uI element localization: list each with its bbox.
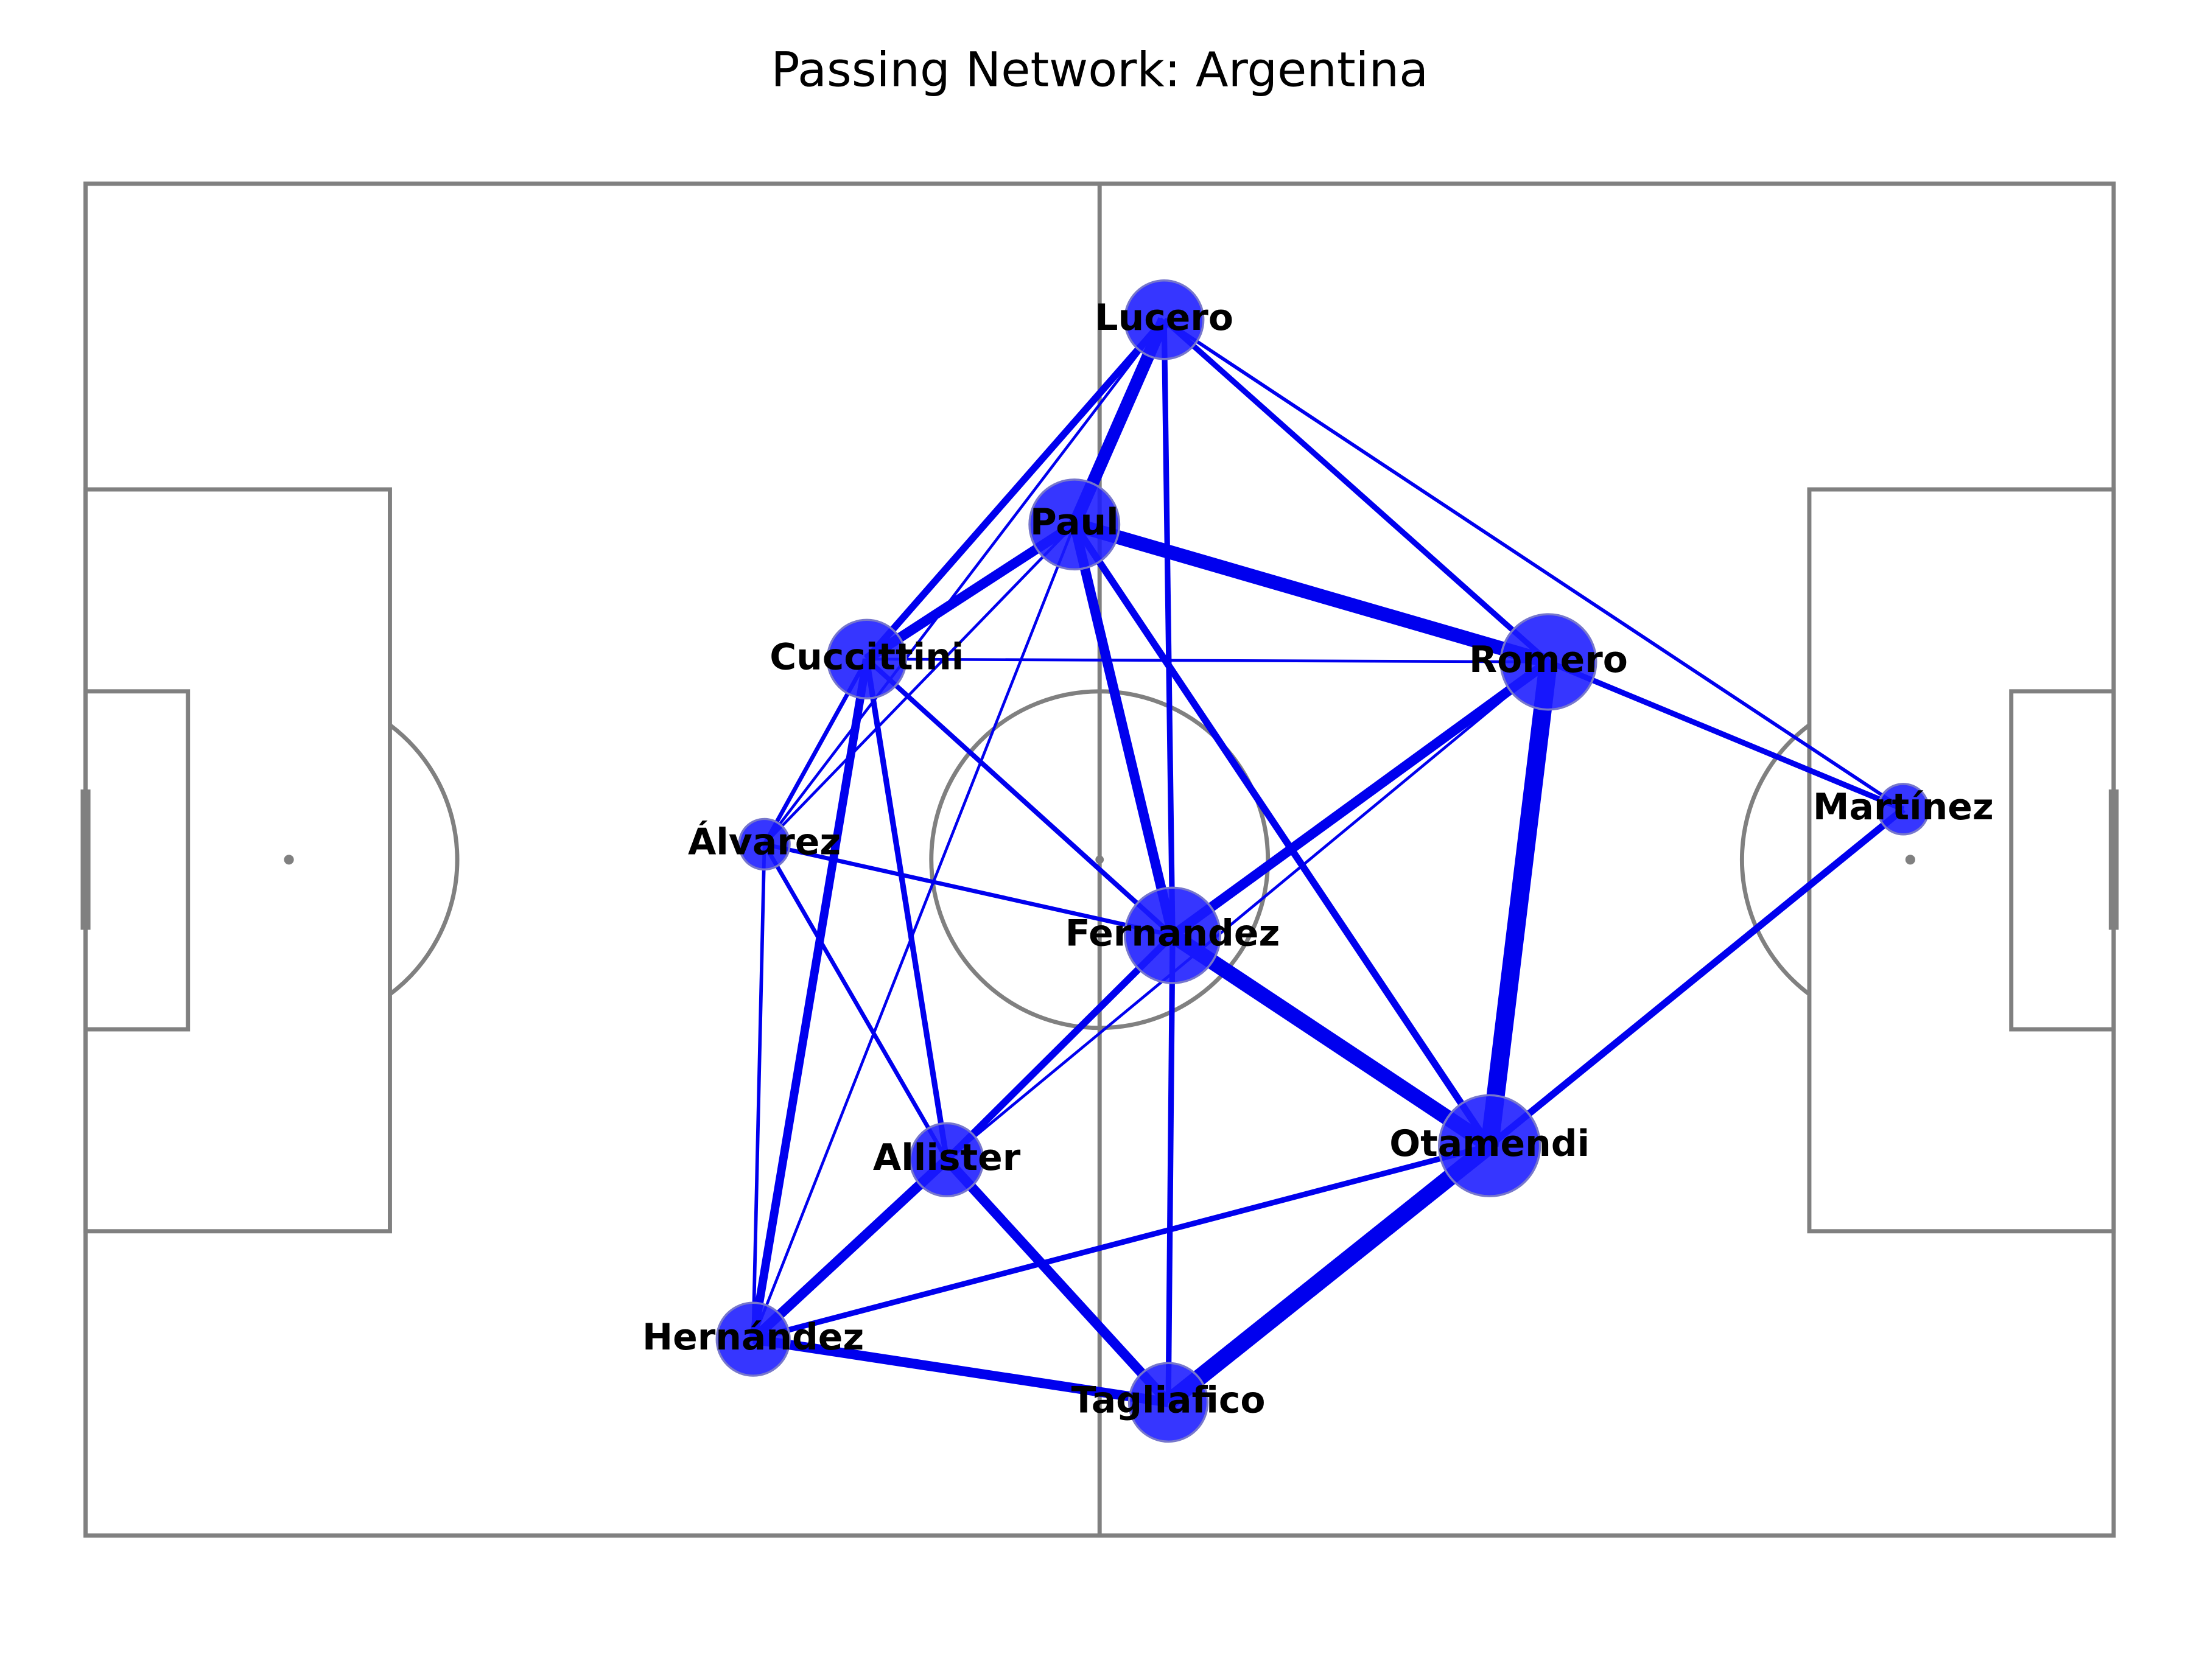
player-label: Fernandez (1065, 912, 1280, 954)
pass-edge (751, 844, 766, 1340)
penalty-box-left (83, 487, 392, 1234)
player-node (738, 817, 791, 871)
pass-edge (1161, 320, 1176, 936)
player-label: Allister (873, 1136, 1021, 1179)
pass-edge (1163, 1139, 1495, 1409)
player-label: Tagliafico (1071, 1379, 1266, 1421)
player-node (909, 1122, 984, 1197)
pass-edge (752, 1334, 1169, 1407)
player-node (1123, 886, 1222, 984)
pitch (80, 181, 2119, 1538)
nodes: Lucero Paul Cuccittini Romero Álvarez Martíne… (642, 279, 1994, 1443)
player-label: Álvarez (688, 821, 841, 864)
center-spot (1095, 855, 1104, 864)
center-circle (929, 689, 1271, 1031)
player-node (1123, 279, 1205, 360)
pass-edge (762, 843, 949, 1161)
player-label: Hernández (642, 1316, 864, 1359)
pass-edge (1168, 929, 1494, 1152)
pass-edge (1163, 318, 1904, 811)
pass-edge (1071, 522, 1493, 1148)
penalty-arc-left (388, 723, 460, 996)
pass-edge (866, 657, 1549, 663)
player-node (1028, 478, 1121, 571)
pass-edge (1069, 523, 1177, 937)
pass-edge (763, 318, 1166, 845)
pass-edge (1072, 517, 1551, 669)
pass-edge (1169, 657, 1552, 940)
penalty-box-right (1807, 487, 2116, 1234)
pass-edge (1162, 317, 1551, 664)
pass-edge (749, 658, 871, 1340)
player-node (1877, 783, 1930, 836)
pass-edge (1487, 806, 1906, 1149)
player-node (715, 1301, 791, 1377)
pass-edge (943, 1156, 1173, 1406)
title: Passing Network: Argentina (771, 42, 1428, 97)
player-node (1127, 1362, 1209, 1443)
pass-edge (944, 933, 1176, 1163)
player-label: Lucero (1095, 296, 1233, 339)
pass-edge (749, 1156, 950, 1343)
player-label: Paul (1030, 501, 1119, 544)
pass-edge (763, 842, 1173, 938)
pass-edge (945, 660, 1549, 1161)
pass-edge (763, 523, 1076, 845)
player-node (1438, 1094, 1541, 1197)
six-yard-right (2009, 689, 2116, 1032)
pass-edge (1547, 659, 1905, 812)
player-node (826, 618, 908, 700)
player-label: Martínez (1813, 786, 1994, 828)
pass-edge (864, 317, 1167, 662)
player-label: Otamendi (1389, 1122, 1590, 1165)
pass-edge (864, 659, 950, 1161)
penalty-spot-right (1905, 855, 1915, 865)
pass-edge (865, 657, 1174, 937)
player-label: Romero (1469, 639, 1628, 681)
pass-edge (1165, 935, 1176, 1402)
pass-edge (752, 1143, 1490, 1342)
player-label: Cuccittini (770, 635, 964, 678)
pass-edge (1480, 660, 1558, 1147)
six-yard-left (83, 689, 191, 1032)
penalty-spot-left (284, 855, 294, 865)
edges (749, 317, 1906, 1409)
player-node (1499, 613, 1597, 711)
